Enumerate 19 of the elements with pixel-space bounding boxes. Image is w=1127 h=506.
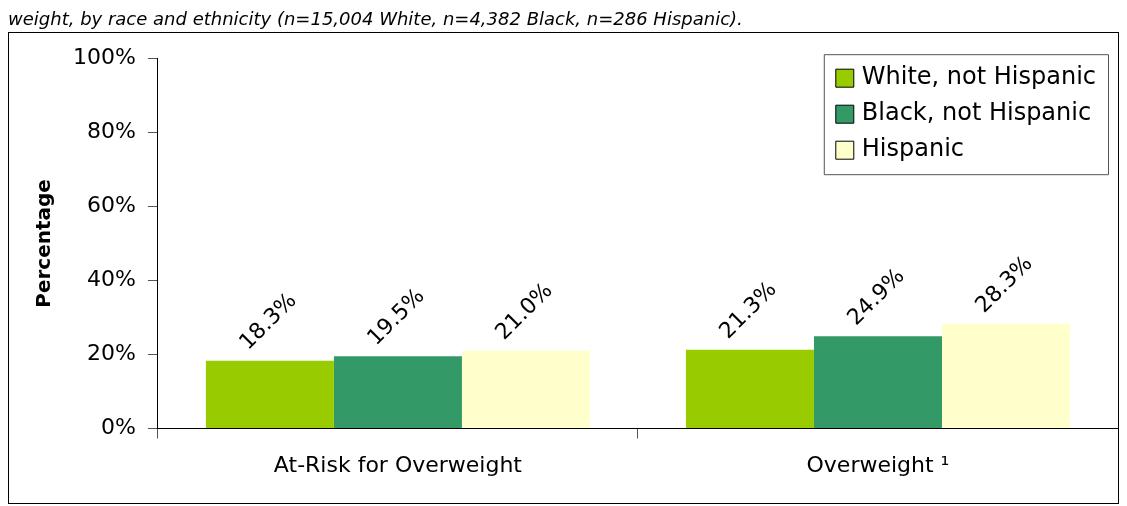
bar [941,323,1070,429]
bar [813,336,942,429]
y-tick-label: 40% [86,266,136,292]
y-axis-title: Percentage [31,179,56,308]
y-tick-label: 60% [86,192,136,218]
legend-label: Hispanic [861,134,965,163]
bar [685,349,814,429]
y-tick-label: 0% [100,414,136,440]
bar [333,356,462,429]
bar [461,350,590,429]
y-tick-label: 20% [86,340,136,366]
legend-label: White, not Hispanic [861,62,1097,91]
y-tick-label: 100% [72,43,136,69]
bar [205,360,334,429]
text: weight, by race and ethnicity (n=15,004 White, n=4,382 Black, n=286 Hispanic). [8,8,744,31]
y-tick-label: 80% [86,118,136,143]
legend-label: Black, not Hispanic [861,98,1092,127]
x-tick-label: At-Risk for Overweight [273,451,523,477]
x-tick-label: Overweight ¹ [806,451,950,477]
